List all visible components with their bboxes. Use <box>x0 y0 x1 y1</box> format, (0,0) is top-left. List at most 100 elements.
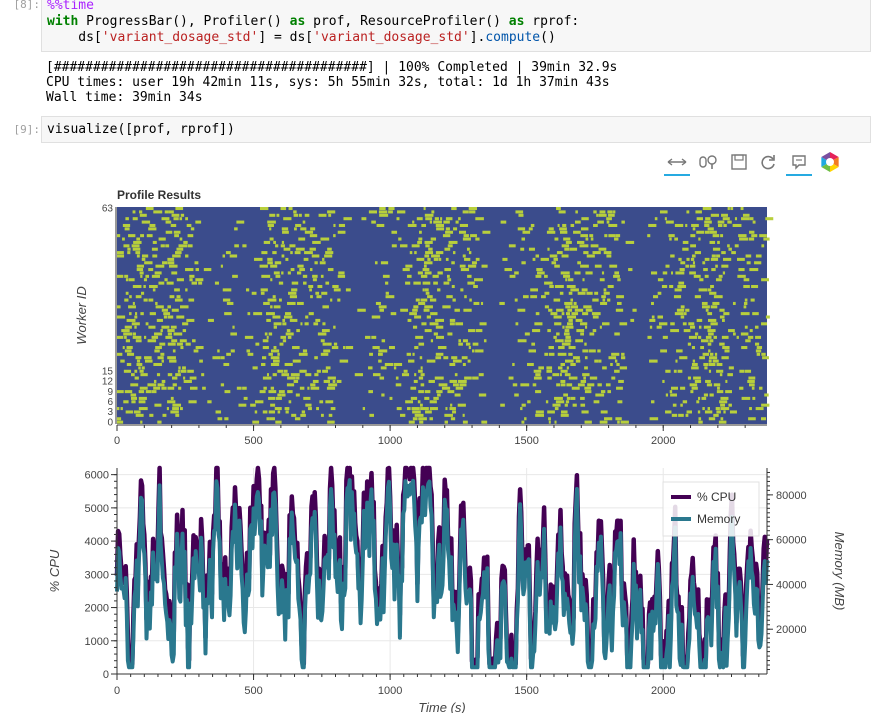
task-bar <box>412 417 418 421</box>
task-bar <box>390 312 397 316</box>
task-bar <box>254 257 263 261</box>
task-bar <box>602 322 610 326</box>
task-bar <box>704 223 710 228</box>
task-bar <box>131 373 135 377</box>
task-bar <box>171 339 178 343</box>
task-bar <box>747 335 754 339</box>
task-bar <box>565 278 568 282</box>
task-bar <box>139 271 144 275</box>
resource-chart[interactable]: 0 500 1000 1500 2000 0 1000 2000 3000 4000 5000 60… <box>40 460 860 713</box>
task-bar <box>433 396 439 400</box>
task-bar <box>630 318 635 322</box>
task-bar <box>696 230 705 234</box>
task-bar <box>423 261 433 265</box>
task-bar <box>588 349 596 353</box>
task-bar <box>554 420 557 424</box>
task-bar <box>299 369 307 373</box>
series-line-memory <box>115 478 769 670</box>
task-bar <box>379 213 389 217</box>
task-bar <box>176 247 184 251</box>
task-bar <box>748 376 756 380</box>
task-bar <box>320 413 324 417</box>
cell-9-input[interactable]: visualize([prof, rprof]) <box>41 116 871 143</box>
task-bar <box>704 230 710 234</box>
task-bar <box>566 312 571 316</box>
task-bar <box>132 210 136 214</box>
task-bar <box>608 234 616 238</box>
task-bar <box>169 295 175 299</box>
task-bar <box>564 339 572 343</box>
task-bar <box>721 356 729 360</box>
task-bar <box>732 223 742 228</box>
task-bar <box>444 268 451 272</box>
task-bar <box>610 362 613 367</box>
task-bar <box>275 396 282 400</box>
task-bar <box>665 220 674 224</box>
cell-8-input[interactable]: %%time with ProgressBar(), Profiler() as… <box>41 0 871 52</box>
hover-tool[interactable] <box>786 150 812 176</box>
pan-tool[interactable] <box>664 150 690 176</box>
bokeh-logo[interactable] <box>817 150 843 174</box>
task-bar <box>361 217 367 221</box>
task-bar <box>455 386 464 390</box>
save-tool[interactable] <box>726 150 752 174</box>
y-tick-label: 0 <box>107 417 113 428</box>
task-bar <box>696 400 700 404</box>
task-bar <box>547 247 550 251</box>
task-bar <box>451 284 455 289</box>
reset-tool[interactable] <box>755 150 781 174</box>
task-bar <box>725 390 733 394</box>
task-bar <box>225 251 231 255</box>
task-bar <box>761 352 766 356</box>
task-bar <box>374 261 378 265</box>
task-bar <box>727 220 732 224</box>
task-bar <box>295 223 302 228</box>
task-bar <box>687 342 692 346</box>
task-bar <box>468 264 477 268</box>
task-bar <box>139 369 144 373</box>
task-bar <box>760 417 766 421</box>
task-bar <box>535 410 544 414</box>
task-bar <box>380 366 387 370</box>
task-bar <box>117 407 120 411</box>
task-bar <box>298 213 302 217</box>
task-bar <box>129 295 132 299</box>
task-bar <box>188 298 195 302</box>
task-bar <box>562 325 565 329</box>
task-bar <box>267 220 276 224</box>
task-bar <box>425 291 430 295</box>
task-bar <box>559 227 567 231</box>
task-bar <box>514 298 518 302</box>
task-bar <box>592 315 599 319</box>
task-bar <box>522 230 531 234</box>
task-bar <box>153 379 157 383</box>
task-bar <box>203 268 212 272</box>
task-bar <box>161 379 166 383</box>
task-bar <box>754 325 759 329</box>
task-bar <box>730 207 734 211</box>
task-bar <box>266 318 271 322</box>
task-bar <box>688 322 695 326</box>
task-bar <box>127 247 131 251</box>
x-tick-label: 500 <box>244 685 262 697</box>
x-tick-label: 0 <box>114 685 120 697</box>
task-bar <box>189 386 198 390</box>
task-bar <box>617 278 621 282</box>
task-bar <box>458 342 463 346</box>
task-bar <box>305 373 312 377</box>
wheel-zoom-tool[interactable] <box>696 150 722 174</box>
task-bar <box>307 407 312 411</box>
task-bar <box>170 410 179 414</box>
task-bar <box>315 318 321 322</box>
task-bar <box>426 359 436 363</box>
task-bar <box>284 362 293 367</box>
task-bar <box>478 373 484 377</box>
task-bar <box>378 349 388 353</box>
task-bar <box>124 298 129 302</box>
task-bar <box>577 240 585 244</box>
task-bar <box>647 234 651 238</box>
profile-results-chart[interactable]: Profile Results 0 500 1000 1500 2000 0369121… <box>70 183 780 453</box>
task-bar <box>752 312 759 316</box>
task-bar <box>145 274 150 278</box>
task-bar <box>267 223 274 228</box>
